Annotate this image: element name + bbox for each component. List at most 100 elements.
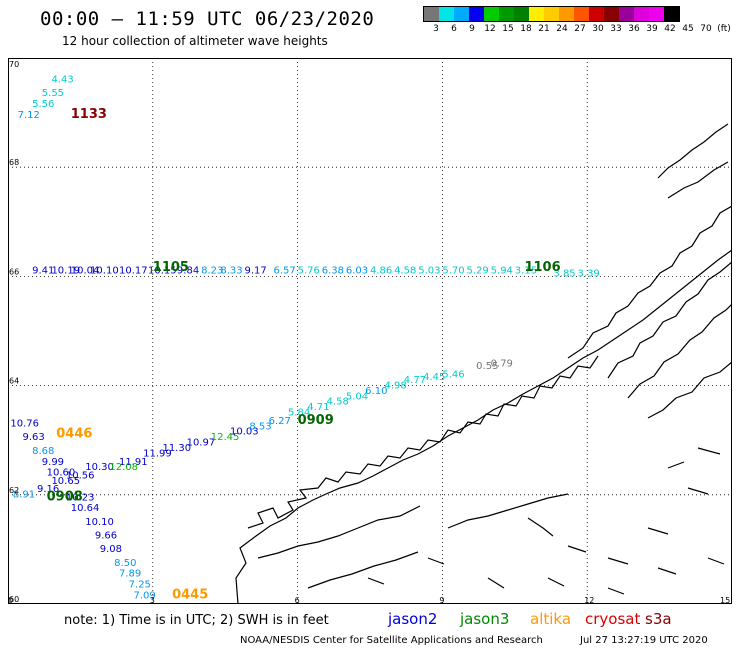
wave-height-value: 10.56 — [66, 470, 95, 481]
wave-height-value: 3.39 — [578, 268, 600, 279]
wave-height-value: 8.33 — [220, 266, 242, 277]
wave-height-value: 10.10 — [85, 517, 114, 528]
legend-swatch — [454, 7, 469, 21]
wave-height-value: 10.97 — [187, 438, 216, 449]
satellite-name-jason3: jason3 — [460, 610, 510, 628]
pass-time-label: 0909 — [298, 413, 334, 428]
wave-height-value: 12.08 — [109, 462, 138, 473]
wave-height-value: 4.45 — [423, 372, 445, 383]
wave-height-value: 9.84 — [177, 266, 199, 277]
legend-swatch — [559, 7, 574, 21]
wave-height-value: 5.04 — [346, 391, 368, 402]
wave-height-value: 4.98 — [384, 380, 406, 391]
legend-label: 70 — [700, 24, 712, 34]
legend-label: 30 — [592, 24, 604, 34]
pass-time-label: 1105 — [153, 260, 189, 275]
wave-height-value: 6.27 — [269, 416, 291, 427]
wave-height-value: 9.17 — [245, 266, 267, 277]
wave-height-value: 11.30 — [162, 443, 191, 454]
legend-swatch — [424, 7, 439, 21]
wave-height-value: 6.38 — [322, 266, 344, 277]
wave-height-value: 6.03 — [346, 266, 368, 277]
legend-label: 3 — [433, 24, 439, 34]
wave-height-value: 5.29 — [467, 266, 489, 277]
satellite-name-cryosat: cryosat — [585, 610, 641, 628]
legend-swatch — [619, 7, 634, 21]
wave-height-value: 10.03 — [230, 427, 259, 438]
lat-label: 62 — [9, 486, 19, 495]
legend-swatch — [499, 7, 514, 21]
wave-height-value: 10.23 — [66, 492, 95, 503]
wave-height-value: 6.57 — [273, 266, 295, 277]
legend-label: 18 — [520, 24, 532, 34]
wave-height-value: 9.63 — [22, 432, 44, 443]
coastline-detail-10 — [367, 557, 725, 595]
wave-height-value: 8.50 — [114, 558, 136, 569]
lat-label: 70 — [9, 60, 19, 69]
legend-label: 15 — [502, 24, 514, 34]
legend-swatch — [634, 7, 649, 21]
wave-height-value: 5.55 — [42, 88, 64, 99]
wave-height-value: 7.12 — [18, 110, 40, 121]
wave-height-value: 0.55 — [476, 361, 498, 372]
lon-label: 15 — [720, 596, 730, 604]
generated-timestamp: Jul 27 13:27:19 UTC 2020 — [580, 635, 708, 646]
satellite-name-altika: altika — [530, 610, 572, 628]
lon-label: 3 — [150, 596, 155, 604]
lat-label: 60 — [9, 595, 19, 604]
coastline-detail-6 — [447, 493, 569, 529]
wave-height-value: 8.68 — [32, 446, 54, 457]
wave-height-value: 10.65 — [51, 476, 80, 487]
wave-height-value: 5.70 — [442, 266, 464, 277]
satellite-name-jason2: jason2 — [388, 610, 438, 628]
lon-label: 9 — [439, 596, 444, 604]
wave-height-value: 8.53 — [249, 421, 271, 432]
legend-swatch — [439, 7, 454, 21]
legend-label: 36 — [628, 24, 640, 34]
legend-swatch — [604, 7, 619, 21]
axis-labels: 70 68 66 64 62 600 3 6 9 12 15 — [8, 60, 730, 604]
legend-label: 9 — [469, 24, 475, 34]
wave-height-value: 6.10 — [365, 386, 387, 397]
coastline-detail-5 — [647, 361, 732, 419]
coastline-detail-3 — [607, 261, 732, 379]
wave-height-value: 5.03 — [418, 266, 440, 277]
credit-text: NOAA/NESDIS Center for Satellite Applica… — [240, 635, 543, 646]
legend-label: 42 — [664, 24, 676, 34]
wave-height-value: 9.08 — [100, 544, 122, 555]
map-frame — [8, 58, 732, 604]
lat-label: 64 — [9, 377, 19, 386]
legend-swatch — [649, 7, 664, 21]
legend-swatch — [469, 7, 484, 21]
pass-time-label: 0908 — [47, 489, 83, 504]
wave-height-value: 10.19 — [51, 266, 80, 277]
wave-height-value: 10.15 — [148, 266, 177, 277]
coastline-detail-1 — [247, 355, 599, 529]
wave-height-value: 4.58 — [327, 397, 349, 408]
wave-height-value: 5.76 — [298, 266, 320, 277]
lon-label: 0 — [8, 596, 13, 604]
legend-swatch — [484, 7, 499, 21]
lat-label: 68 — [9, 158, 19, 167]
lon-label: 12 — [584, 596, 594, 604]
wave-height-value: 12.45 — [211, 432, 240, 443]
wave-height-value: 9.66 — [95, 530, 117, 541]
legend-label: 33 — [610, 24, 622, 34]
legend-swatch — [664, 7, 679, 21]
legend-labels: 3 6 9 12 15 18 21 24 27 30 33 36 39 42 45 70 (ft) — [423, 24, 740, 36]
pass-time-label: 1106 — [524, 260, 560, 275]
map-title: 00:00 – 11:59 UTC 06/23/2020 — [40, 8, 375, 30]
coastline-detail-8 — [307, 551, 419, 589]
wave-height-value: 7.09 — [133, 591, 155, 602]
wave-height-value: 4.77 — [404, 375, 426, 386]
lat-label: 66 — [9, 267, 19, 276]
wave-height-value: 9.41 — [32, 266, 54, 277]
lon-label: 6 — [295, 596, 300, 604]
legend-swatches — [423, 6, 680, 22]
footer-note: note: 1) Time is in UTC; 2) SWH is in fe… — [64, 613, 329, 628]
wave-height-value: 4.86 — [370, 266, 392, 277]
wave-height-value: 10.60 — [47, 468, 76, 479]
wave-height-value: 11.99 — [143, 449, 172, 460]
